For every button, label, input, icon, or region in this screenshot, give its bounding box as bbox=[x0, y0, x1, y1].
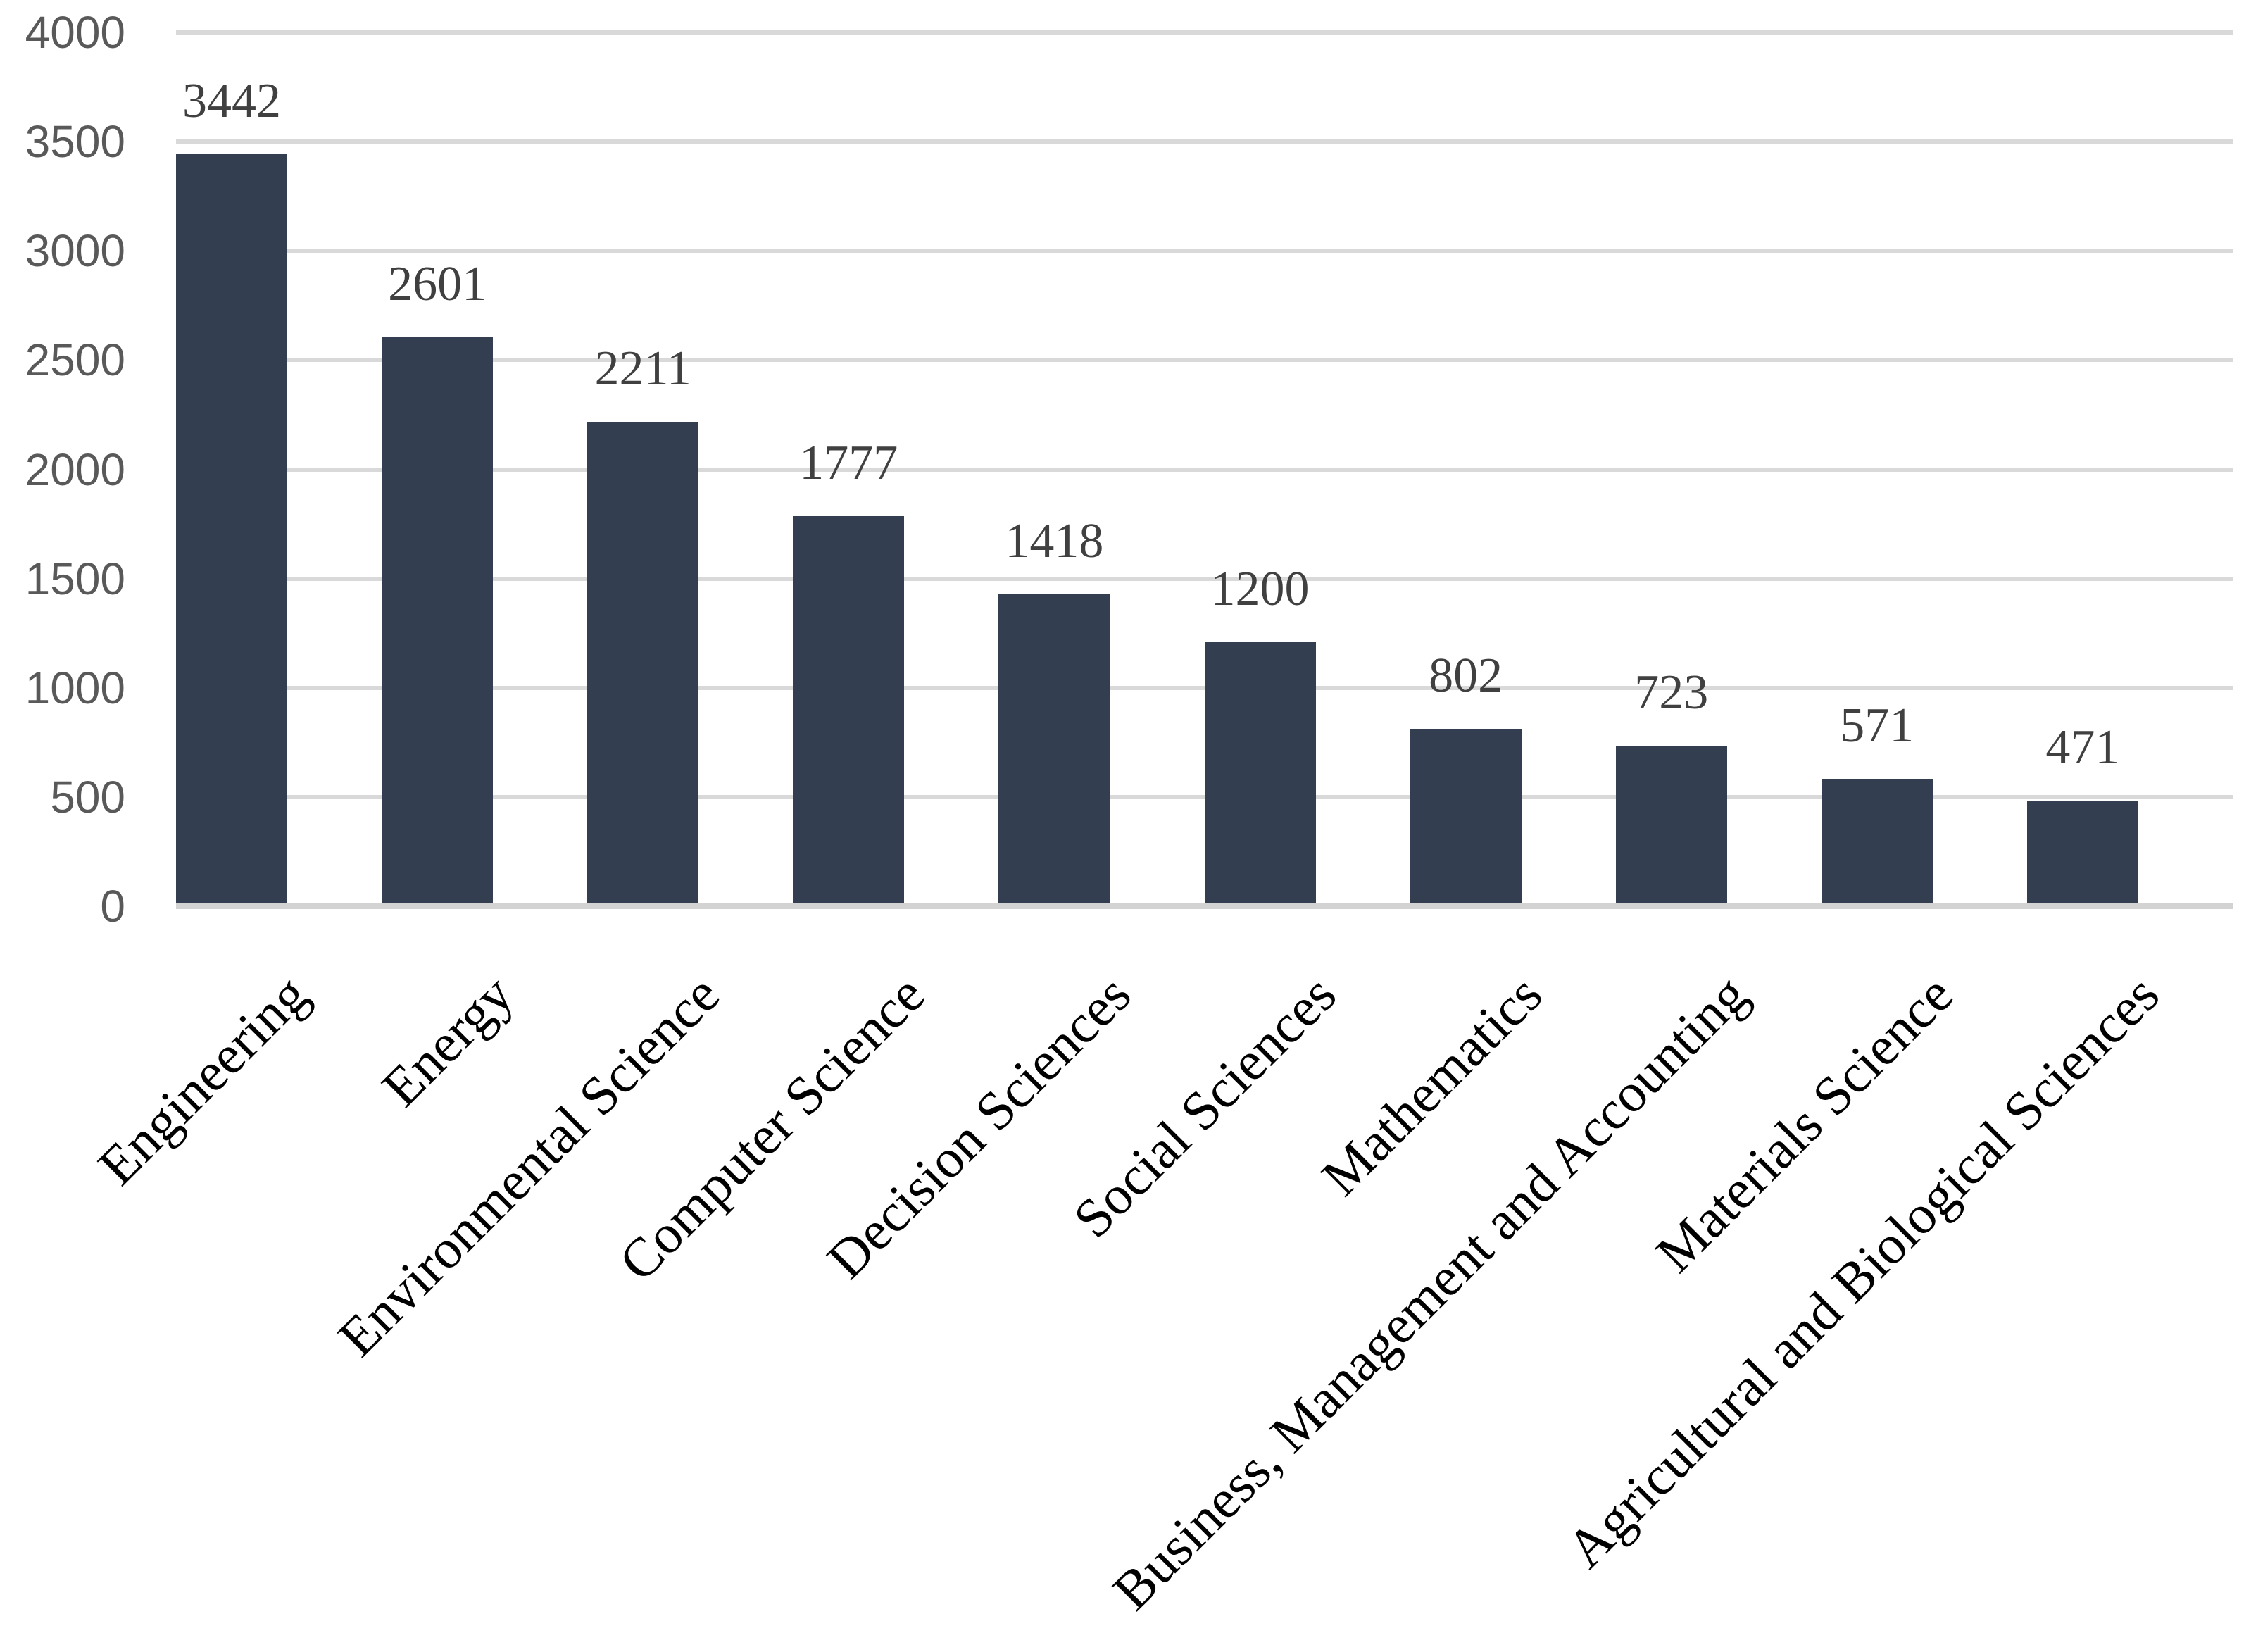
gridline bbox=[176, 358, 2233, 363]
bar-mathematics bbox=[1410, 729, 1522, 903]
bar-value-label: 1777 bbox=[799, 436, 898, 490]
plot-area: 3442 2601 2211 1777 1418 1200 802 723 571 471 bbox=[176, 30, 2233, 909]
bar-value-label: 2601 bbox=[388, 257, 487, 311]
bar-value-label: 3442 bbox=[182, 74, 281, 128]
bar-materials-science bbox=[1821, 779, 1933, 903]
y-axis-tick-label: 1500 bbox=[25, 553, 125, 604]
bar-value-label: 802 bbox=[1429, 649, 1503, 703]
bar-value-label: 471 bbox=[2045, 720, 2120, 775]
bar-value-label: 723 bbox=[1634, 665, 1709, 720]
gridline bbox=[176, 576, 2233, 581]
y-axis-tick-label: 3000 bbox=[25, 225, 125, 277]
bar-value-label: 2211 bbox=[594, 342, 691, 396]
bar-engineering bbox=[176, 154, 287, 903]
y-axis-tick-label: 0 bbox=[100, 881, 125, 932]
gridline bbox=[176, 139, 2233, 144]
bar-decision-sciences bbox=[998, 594, 1110, 903]
x-axis-line bbox=[176, 903, 2233, 909]
y-axis-tick-label: 4000 bbox=[25, 7, 125, 58]
bar-agricultural-and-biological-sciences bbox=[2026, 801, 2138, 903]
y-axis-tick-label: 2000 bbox=[25, 444, 125, 495]
x-axis-category-label: Environmental Science bbox=[326, 963, 731, 1368]
bar-value-label: 1200 bbox=[1210, 562, 1310, 616]
gridline bbox=[176, 467, 2233, 472]
bar-environmental-science bbox=[587, 422, 699, 903]
y-axis-tick-label: 3500 bbox=[25, 116, 125, 168]
bar-business-management-and-accounting bbox=[1615, 746, 1727, 903]
gridline bbox=[176, 30, 2233, 35]
bar-energy bbox=[382, 337, 494, 903]
bar-computer-science bbox=[793, 516, 905, 903]
bar-value-label: 571 bbox=[1840, 699, 1914, 753]
y-axis-tick-label: 2500 bbox=[25, 334, 125, 386]
bar-social-sciences bbox=[1204, 642, 1316, 903]
gridline bbox=[176, 249, 2233, 254]
x-axis-category-label: Engineering bbox=[86, 963, 320, 1196]
y-axis-tick-label: 1000 bbox=[25, 662, 125, 713]
bar-value-label: 1418 bbox=[1005, 514, 1104, 568]
y-axis-tick-label: 500 bbox=[50, 771, 125, 822]
x-axis-category-label: Energy bbox=[370, 963, 525, 1118]
